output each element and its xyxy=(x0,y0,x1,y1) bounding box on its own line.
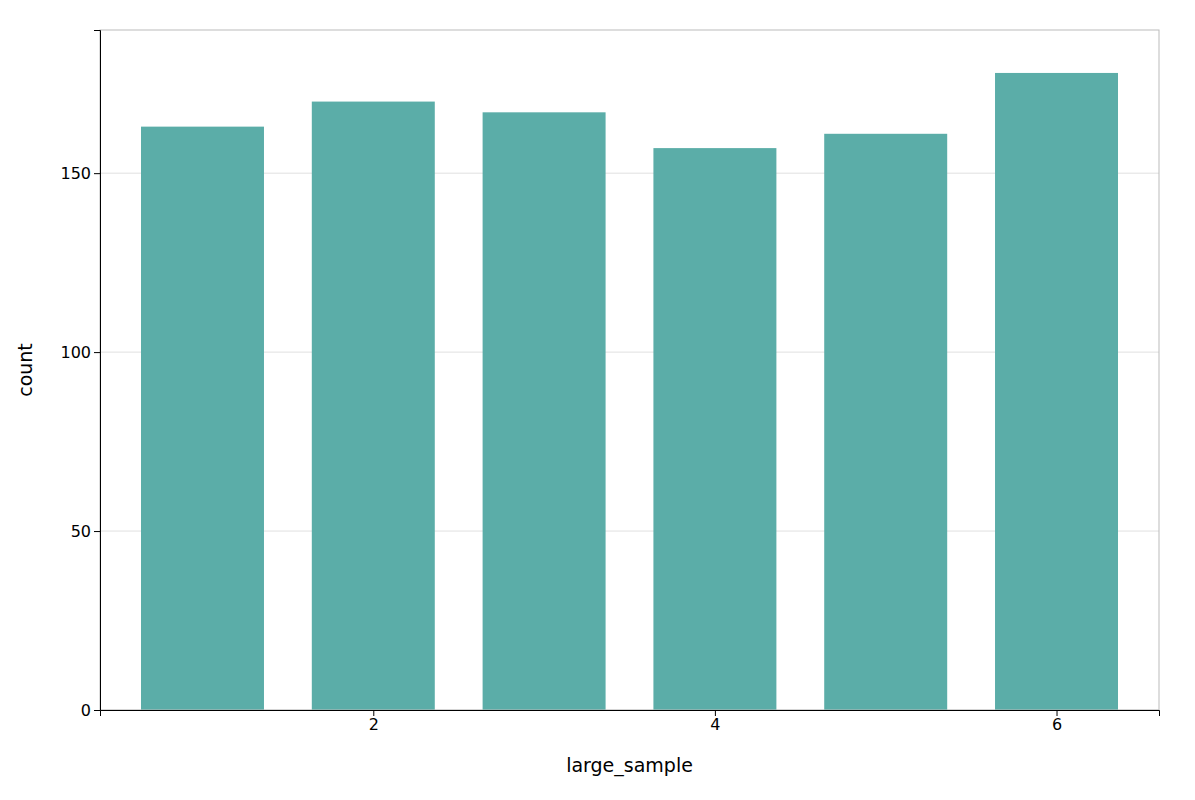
y-axis: 0 50 100 150 xyxy=(60,31,100,720)
x-axis-title: large_sample xyxy=(566,754,693,777)
plot-frame xyxy=(100,30,1159,710)
tick-label: 150 xyxy=(60,164,91,183)
axis-line xyxy=(94,31,101,711)
x-axis: 2 4 6 xyxy=(101,710,1160,734)
y-axis-title: count xyxy=(14,343,36,397)
tick-label: 2 xyxy=(369,715,379,734)
tick: 6 xyxy=(1052,710,1062,734)
tick-label: 4 xyxy=(710,715,720,734)
bar xyxy=(653,148,776,710)
tick: 2 xyxy=(369,710,379,734)
tick-mark xyxy=(94,710,100,711)
tick: 100 xyxy=(60,343,100,362)
axis-line xyxy=(101,711,1160,717)
tick: 50 xyxy=(71,522,100,541)
tick-label: 0 xyxy=(81,701,91,720)
tick-mark xyxy=(94,531,100,532)
bar xyxy=(995,73,1118,710)
tick-mark xyxy=(94,352,100,353)
tick-label: 6 xyxy=(1052,715,1062,734)
bar xyxy=(824,134,947,710)
tick-label: 100 xyxy=(60,343,91,362)
bar xyxy=(141,127,264,710)
tick: 150 xyxy=(60,164,100,183)
tick-mark xyxy=(94,173,100,174)
tick: 4 xyxy=(710,710,720,734)
bar xyxy=(483,112,606,710)
chart-svg: 2 4 6 0 50 100 150 large_sample count xyxy=(0,0,1195,800)
tick: 0 xyxy=(81,701,100,720)
bars xyxy=(141,73,1118,710)
bar xyxy=(312,102,435,710)
plot-area: 2 4 6 0 50 100 150 xyxy=(60,30,1159,734)
tick-label: 50 xyxy=(71,522,91,541)
chart-container: 2 4 6 0 50 100 150 large_sample count xyxy=(0,0,1195,800)
